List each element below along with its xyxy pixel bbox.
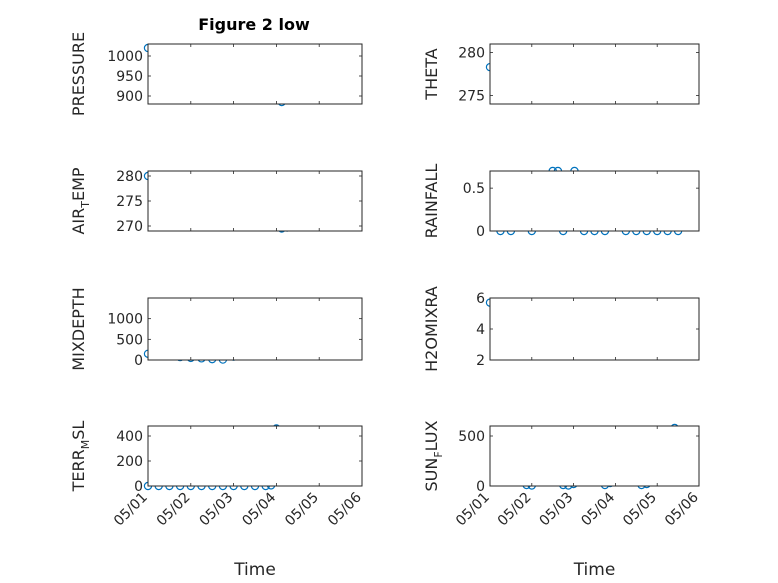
theta-axes: 275 280 THETA [422, 43, 700, 105]
rainfall-ytick-label: 0 [476, 224, 485, 240]
rainfall-ytick-label: 0.5 [463, 181, 485, 197]
h2omixra-ytick-label: 2 [476, 353, 485, 369]
theta-frame [489, 43, 700, 105]
sun-flux-xtick-label: 05/06 [662, 489, 702, 529]
rainfall-ylabel: RAINFALL [422, 164, 441, 239]
terr-msl-xtick-label: 05/05 [282, 490, 322, 530]
sun-flux-ytick-label: 500 [458, 429, 485, 445]
rainfall-axes: 0 0.5 RAINFALL [422, 164, 700, 240]
air-temp-axes: 270 275 280 AIRTEMP [69, 167, 363, 235]
pressure-frame [147, 43, 363, 105]
mixdepth-frame [147, 297, 363, 361]
mixdepth-axes: 0 500 1000 MIXDEPTH [69, 287, 363, 371]
terr-msl-ytick-label: 0 [134, 479, 143, 495]
air-temp-ytick-label: 275 [116, 194, 143, 210]
air-temp-ytick-label: 270 [116, 219, 143, 235]
terr-msl-xtick-label: 05/04 [239, 489, 279, 529]
h2omixra-frame [489, 297, 700, 361]
sun-flux-frame [489, 425, 700, 487]
terr-msl-ylabel: TERRMSL [69, 421, 92, 493]
terr-msl-frame [147, 425, 363, 487]
sun-flux-xtick-label: 05/04 [578, 489, 618, 529]
pressure-axes: 900 950 1000 PRESSURE [69, 32, 363, 116]
pressure-ytick-label: 1000 [107, 49, 143, 65]
theta-ylabel: THETA [422, 48, 441, 100]
air-temp-ytick-label: 280 [116, 169, 143, 185]
terr-msl-xtick-label: 05/01 [111, 490, 151, 530]
sun-flux-ytick-label: 0 [476, 479, 485, 495]
theta-ytick-label: 280 [458, 46, 485, 62]
sun-flux-xtick-label: 05/05 [620, 490, 660, 530]
rainfall-frame [489, 170, 700, 232]
sun-flux-xtick-label: 05/03 [537, 490, 577, 530]
h2omixra-axes: 2 4 6 H2OMIXRA [422, 286, 700, 372]
theta-ytick-label: 275 [458, 88, 485, 104]
pressure-ytick-label: 950 [116, 69, 143, 85]
air-temp-frame [147, 170, 363, 232]
sun-flux-xtick-label: 05/02 [495, 490, 535, 530]
terr-msl-xlabel: Time [233, 560, 276, 580]
mixdepth-ytick-label: 1000 [107, 312, 143, 328]
terr-msl-xtick-label: 05/06 [325, 489, 365, 529]
axes-root: 900 950 1000 PRESSURE 275 280 THETA 270 275 280 AI… [69, 32, 702, 580]
mixdepth-ylabel: MIXDEPTH [69, 287, 88, 370]
h2omixra-ytick-label: 6 [476, 291, 485, 307]
terr-msl-xtick-label: 05/02 [154, 490, 194, 530]
air-temp-ylabel: AIRTEMP [69, 167, 92, 234]
terr-msl-xtick-label: 05/03 [197, 490, 237, 530]
mixdepth-ytick-label: 0 [134, 353, 143, 369]
mixdepth-ytick-label: 500 [116, 332, 143, 348]
h2omixra-ylabel: H2OMIXRA [422, 286, 441, 372]
terr-msl-ytick-label: 400 [116, 429, 143, 445]
pressure-ytick-label: 900 [116, 89, 143, 105]
terr-msl-ytick-label: 200 [116, 454, 143, 470]
sun-flux-xtick-label: 05/01 [453, 490, 493, 530]
h2omixra-ytick-label: 4 [476, 322, 485, 338]
sun-flux-axes: 0 500 05/01 05/02 05/03 05/04 05/05 05/06 Time SU… [422, 420, 702, 580]
terr-msl-axes: 0 200 400 05/01 05/02 05/03 05/04 05/05 05/06 Tim… [69, 421, 365, 580]
sun-flux-xlabel: Time [573, 560, 616, 580]
pressure-ylabel: PRESSURE [69, 32, 88, 116]
sun-flux-ylabel: SUNFLUX [422, 420, 445, 491]
figure-title: Figure 2 low [198, 15, 310, 34]
